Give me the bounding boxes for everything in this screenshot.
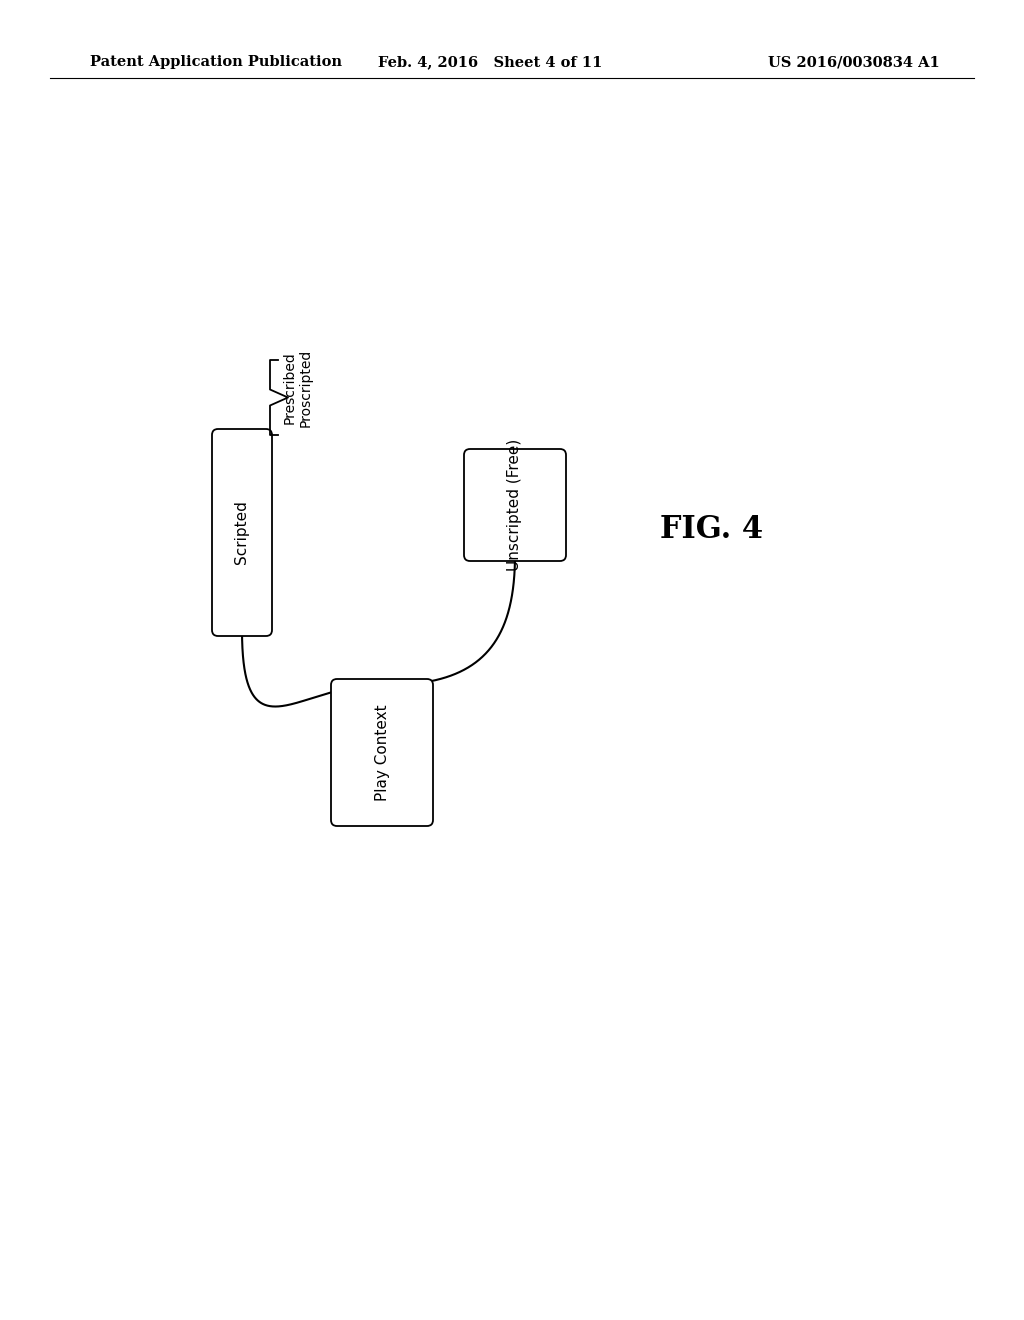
Text: US 2016/0030834 A1: US 2016/0030834 A1 (768, 55, 940, 69)
Text: Unscripted (Free): Unscripted (Free) (508, 438, 522, 572)
Text: Proscripted: Proscripted (299, 348, 313, 426)
Text: Play Context: Play Context (375, 704, 389, 801)
Text: FIG. 4: FIG. 4 (660, 515, 763, 545)
Text: Prescribed: Prescribed (283, 351, 297, 424)
Text: Scripted: Scripted (234, 500, 250, 565)
FancyBboxPatch shape (464, 449, 566, 561)
Text: Feb. 4, 2016   Sheet 4 of 11: Feb. 4, 2016 Sheet 4 of 11 (378, 55, 602, 69)
Text: Patent Application Publication: Patent Application Publication (90, 55, 342, 69)
FancyBboxPatch shape (331, 678, 433, 826)
FancyBboxPatch shape (212, 429, 272, 636)
